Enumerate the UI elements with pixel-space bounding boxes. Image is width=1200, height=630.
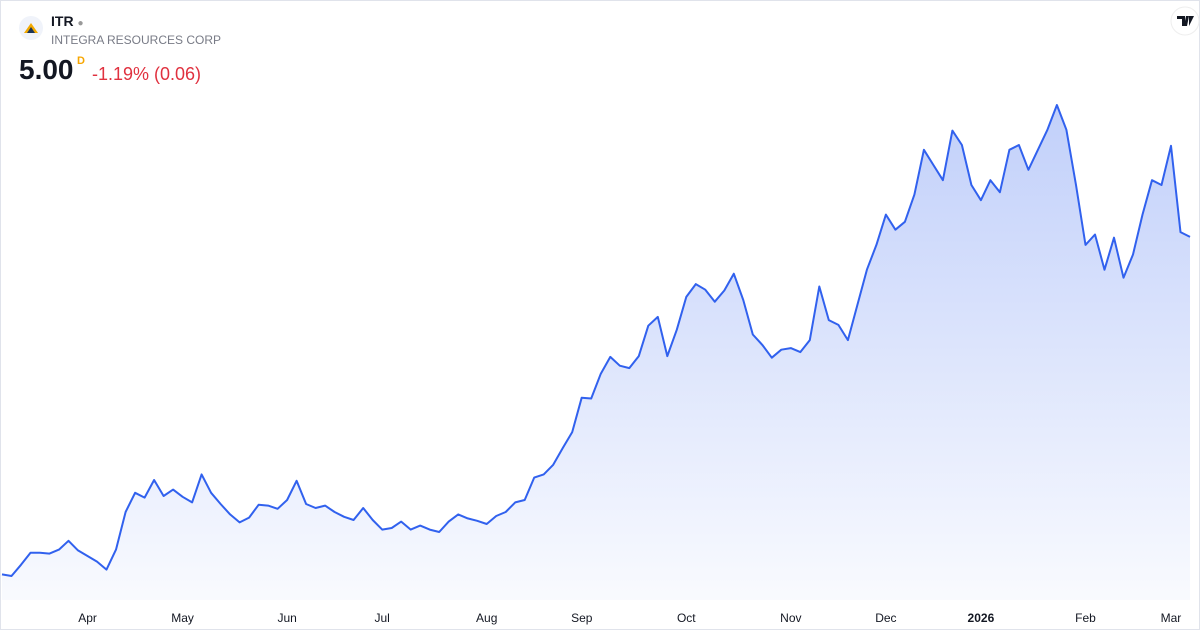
x-tick-label: Mar: [1161, 611, 1182, 625]
interval: D: [77, 55, 85, 67]
symbol-text: ITR: [51, 13, 74, 29]
plot: Apr May Jun Jul Aug Sep Oct Nov Dec 2026 Feb Mar: [1, 104, 1191, 625]
logo-mark: [1177, 16, 1194, 26]
x-tick-label: Jun: [277, 611, 296, 625]
x-tick-label: Feb: [1075, 611, 1096, 625]
symbol: ITR ●: [51, 13, 84, 29]
status-dot: ●: [77, 18, 84, 29]
x-tick-label: 2026: [968, 611, 995, 625]
x-tick-label: Sep: [571, 611, 593, 625]
x-tick-label: Jul: [374, 611, 389, 625]
x-tick-label: Oct: [677, 611, 696, 625]
symbol-icon: [19, 16, 43, 40]
x-tick-label: Dec: [875, 611, 896, 625]
price: 5.00: [19, 54, 74, 85]
x-tick-label: Apr: [78, 611, 97, 625]
x-tick-label: May: [171, 611, 194, 625]
icon-inner: [27, 27, 35, 33]
area-fill: [2, 105, 1190, 600]
price-line: [1, 104, 1191, 577]
tv-logo[interactable]: [1170, 6, 1200, 36]
x-tick-label: Nov: [780, 611, 801, 625]
company: INTEGRA RESOURCES CORP: [51, 33, 222, 47]
change: -1.19% (0.06): [92, 64, 202, 84]
x-tick-label: Aug: [476, 611, 497, 625]
